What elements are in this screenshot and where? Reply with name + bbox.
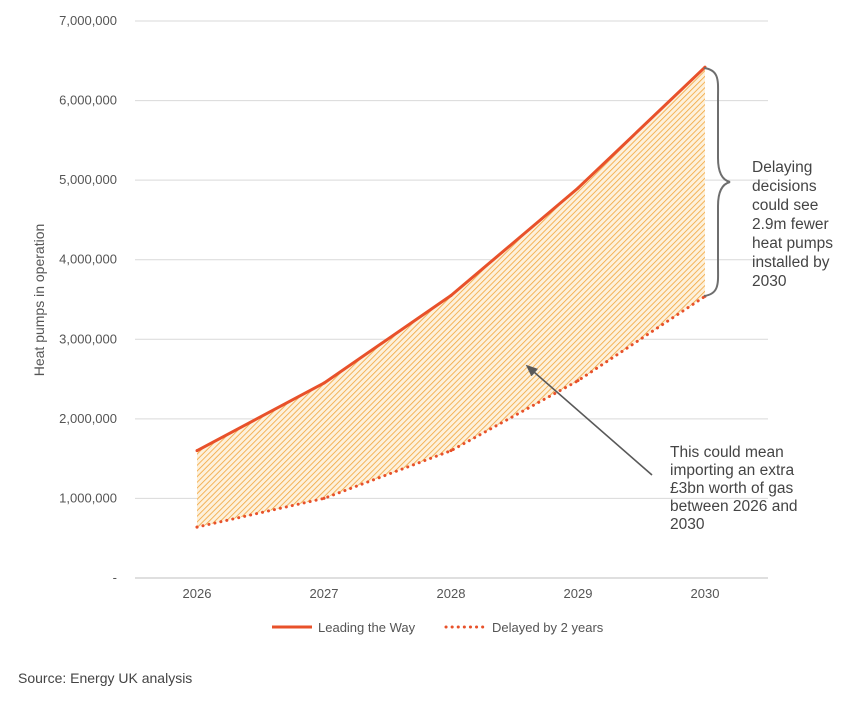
data-point-leading-the-way: [449, 294, 453, 298]
annotation-gap-line: Delaying: [752, 159, 812, 176]
data-point-leading-the-way: [322, 381, 326, 385]
annotation-gap-line: 2.9m fewer: [752, 216, 829, 233]
y-tick-label: 3,000,000: [59, 331, 117, 346]
data-point-delayed: [322, 496, 326, 500]
x-axis-ticks: 2026 2027 2028 2029 2030: [183, 586, 720, 601]
data-point-delayed: [195, 525, 199, 529]
y-tick-label: -: [113, 570, 117, 585]
annotation-gas-line: This could mean: [670, 444, 784, 461]
x-tick-label: 2027: [310, 586, 339, 601]
x-tick-label: 2029: [564, 586, 593, 601]
data-point-delayed: [449, 449, 453, 453]
annotation-gap-line: heat pumps: [752, 235, 833, 252]
annotation-gap-line: decisions: [752, 178, 817, 195]
y-tick-label: 2,000,000: [59, 411, 117, 426]
series-line-delayed: [195, 294, 707, 529]
annotation-gas-line: £3bn worth of gas: [670, 480, 793, 497]
x-tick-label: 2030: [691, 586, 720, 601]
x-tick-label: 2028: [437, 586, 466, 601]
data-point-delayed: [576, 379, 580, 383]
y-tick-label: 4,000,000: [59, 252, 117, 267]
y-tick-label: 7,000,000: [59, 13, 117, 28]
annotation-gap: Delaying decisions could see 2.9m fewer …: [752, 159, 837, 290]
source-note: Source: Energy UK analysis: [18, 670, 193, 686]
data-point-leading-the-way: [576, 186, 580, 190]
annotation-gas-line: 2030: [670, 516, 705, 533]
legend-label-leading-the-way: Leading the Way: [318, 620, 416, 635]
annotation-gap-line: 2030: [752, 273, 787, 290]
annotation-gas-line: importing an extra: [670, 462, 794, 479]
annotation-gas: This could mean importing an extra £3bn …: [670, 444, 802, 533]
gap-brace: [703, 67, 731, 297]
y-tick-label: 5,000,000: [59, 172, 117, 187]
legend-label-delayed: Delayed by 2 years: [492, 620, 604, 635]
y-axis-ticks: - 1,000,000 2,000,000 3,000,000 4,000,000 5,0…: [59, 13, 117, 585]
data-points: [195, 65, 707, 529]
data-point-leading-the-way: [195, 449, 199, 453]
y-tick-label: 6,000,000: [59, 93, 117, 108]
annotation-gap-line: installed by: [752, 254, 830, 271]
annotation-gap-line: could see: [752, 197, 818, 214]
legend: Leading the Way Delayed by 2 years: [272, 620, 604, 635]
annotation-arrow: [525, 364, 653, 476]
y-tick-label: 1,000,000: [59, 490, 117, 505]
x-tick-label: 2026: [183, 586, 212, 601]
annotation-gas-line: between 2026 and: [670, 498, 798, 515]
y-axis-title: Heat pumps in operation: [31, 224, 47, 377]
